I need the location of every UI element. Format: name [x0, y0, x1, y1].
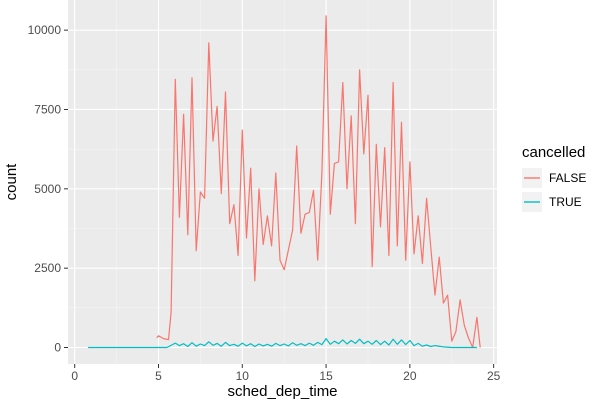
series-layer — [88, 15, 481, 349]
x-tick-label: 5 — [155, 369, 162, 383]
y-axis: 0 2500 5000 7500 10000 — [28, 23, 68, 354]
legend-label-false: FALSE — [549, 171, 586, 185]
series-line-true — [88, 338, 477, 349]
grid-minor — [68, 0, 497, 364]
y-axis-title: count — [3, 163, 20, 201]
legend-title: cancelled — [522, 144, 585, 161]
x-tick-label: 10 — [236, 369, 250, 383]
legend: cancelled FALSE TRUE — [522, 144, 586, 212]
grid-major — [68, 0, 497, 364]
y-tick-label: 0 — [54, 340, 61, 354]
x-tick-label: 25 — [487, 369, 501, 383]
y-tick-label: 5000 — [34, 182, 61, 196]
legend-label-true: TRUE — [549, 195, 582, 209]
series-line-false — [156, 15, 481, 349]
plot-panel — [68, 0, 497, 364]
y-tick-label: 10000 — [28, 23, 62, 37]
x-tick-label: 15 — [319, 369, 333, 383]
y-tick-label: 2500 — [34, 261, 61, 275]
x-axis-title: sched_dep_time — [227, 383, 337, 400]
x-axis: 0 5 10 15 20 25 — [71, 364, 501, 383]
y-tick-label: 7500 — [34, 102, 61, 116]
x-tick-label: 20 — [403, 369, 417, 383]
x-tick-label: 0 — [71, 369, 78, 383]
